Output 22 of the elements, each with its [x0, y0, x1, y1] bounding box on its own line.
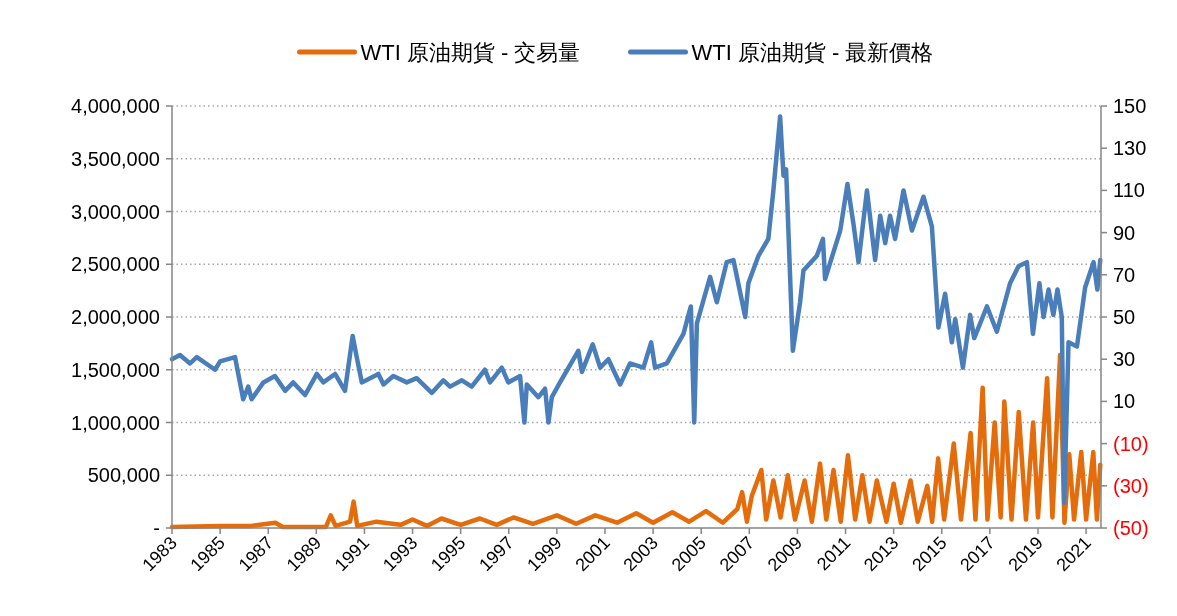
y2-tick-label: 90 [1113, 221, 1136, 244]
y-tick-label: 2,500,000 [71, 253, 160, 276]
y2-tick-label: (10) [1113, 432, 1149, 455]
y-tick-label: 1,000,000 [71, 411, 160, 434]
y2-tick-label: 70 [1113, 263, 1136, 286]
y2-tick-label: 50 [1113, 306, 1136, 328]
y2-tick-label: (30) [1113, 474, 1149, 497]
y-tick-label: 3,000,000 [71, 200, 160, 223]
y-tick-label: 2,000,000 [71, 306, 160, 328]
y2-tick-label: 10 [1113, 390, 1136, 413]
y-tick-label: 500,000 [87, 464, 160, 487]
y2-tick-label: 110 [1113, 179, 1145, 202]
y2-tick-label: 130 [1113, 137, 1147, 160]
legend-label: WTI 原油期貨 - 最新價格 [691, 40, 934, 65]
y2-tick-label: 30 [1113, 348, 1136, 371]
y-tick-label: 1,500,000 [71, 358, 160, 381]
legend-label: WTI 原油期貨 - 交易量 [360, 40, 581, 65]
y-tick-label: - [153, 517, 160, 539]
y-tick-label: 4,000,000 [71, 95, 160, 117]
y2-tick-label: 150 [1113, 95, 1147, 117]
y2-tick-label: (50) [1113, 517, 1149, 539]
y-tick-label: 3,500,000 [71, 147, 160, 170]
